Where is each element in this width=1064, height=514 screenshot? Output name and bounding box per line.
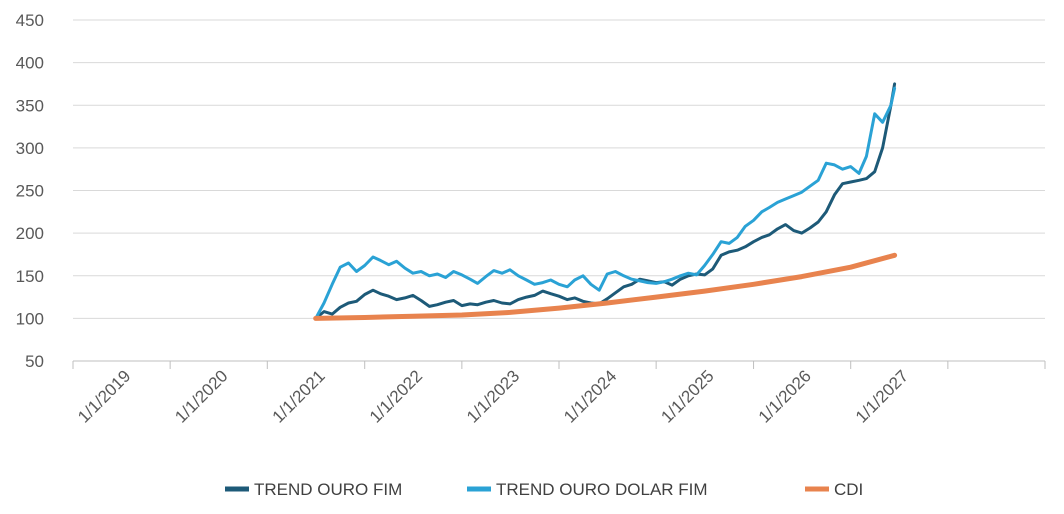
x-tick-label: 1/1/2020	[171, 366, 231, 426]
series-lines	[313, 82, 898, 321]
series-line-trend-ouro-dolar-fim	[314, 86, 897, 320]
y-tick-label: 300	[16, 139, 44, 158]
x-tick-label: 1/1/2024	[560, 366, 620, 426]
x-tick-label: 1/1/2019	[74, 366, 134, 426]
legend-label-trend-ouro-fim: TREND OURO FIM	[254, 480, 402, 499]
gridlines	[73, 19, 1045, 319]
x-tick-label: 1/1/2023	[463, 366, 523, 426]
x-axis-tick-labels: 1/1/2019 1/1/2020 1/1/2021 1/1/2022 1/1/2023…	[74, 366, 912, 426]
x-tick-label: 1/1/2026	[755, 366, 815, 426]
legend-label-trend-ouro-dolar-fim: TREND OURO DOLAR FIM	[496, 480, 708, 499]
series-line-trend-ouro-fim	[314, 82, 897, 320]
x-tick-label: 1/1/2025	[657, 366, 717, 426]
y-tick-label: 50	[25, 352, 44, 371]
y-tick-label: 350	[16, 96, 44, 115]
y-tick-label: 250	[16, 182, 44, 201]
y-tick-label: 400	[16, 54, 44, 73]
x-tick-label: 1/1/2022	[366, 366, 426, 426]
x-tick-label: 1/1/2027	[852, 366, 912, 426]
y-tick-label: 450	[16, 11, 44, 30]
series-line-cdi	[313, 252, 898, 321]
y-tick-label: 150	[16, 267, 44, 286]
x-axis	[72, 360, 1046, 369]
legend: TREND OURO FIM TREND OURO DOLAR FIM CDI	[225, 480, 863, 499]
legend-label-cdi: CDI	[834, 480, 863, 499]
y-tick-label: 100	[16, 309, 44, 328]
y-tick-label: 200	[16, 224, 44, 243]
x-tick-label: 1/1/2021	[269, 366, 329, 426]
y-axis-tick-labels: 50 100 150 200 250 300 350 400 450	[16, 11, 44, 371]
